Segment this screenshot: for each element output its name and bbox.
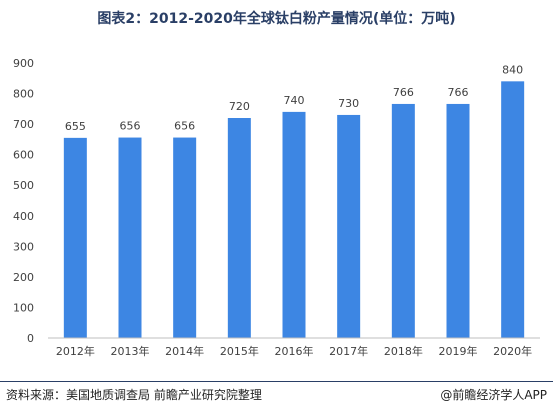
- x-tick-label: 2013年: [111, 344, 150, 358]
- bar-value-label: 766: [448, 86, 469, 99]
- bar-value-label: 730: [338, 97, 359, 110]
- x-tick-label: 2019年: [439, 344, 478, 358]
- bar-value-label: 720: [229, 100, 250, 113]
- y-tick-label: 200: [13, 271, 34, 284]
- bar-value-label: 655: [65, 120, 86, 133]
- bar: [391, 103, 415, 338]
- bar-value-label: 656: [174, 120, 195, 133]
- bar: [446, 103, 470, 338]
- bar-value-label: 740: [284, 94, 305, 107]
- y-tick-label: 800: [13, 88, 34, 101]
- x-tick-label: 2020年: [493, 344, 532, 358]
- y-axis: 0 100 200 300 400 500 600 700 800 900: [13, 57, 34, 345]
- credit-note: @前瞻经济学人APP: [440, 388, 547, 402]
- bar: [63, 137, 87, 338]
- y-tick-label: 0: [27, 332, 34, 345]
- bar: [337, 114, 361, 338]
- footer-divider: [0, 381, 553, 382]
- bar: [227, 118, 251, 338]
- x-tick-label: 2016年: [275, 344, 314, 358]
- x-axis: 2012年 2013年 2014年 2015年 2016年 2017年 2018年 2019年…: [56, 344, 532, 358]
- bar: [501, 81, 525, 338]
- x-tick-label: 2014年: [165, 344, 204, 358]
- x-tick-label: 2018年: [384, 344, 423, 358]
- bar: [282, 111, 306, 338]
- chart-title: 图表2：2012-2020年全球钛白粉产量情况(单位：万吨): [97, 11, 456, 27]
- y-tick-label: 100: [13, 301, 34, 314]
- x-tick-label: 2015年: [220, 344, 259, 358]
- x-tick-label: 2017年: [329, 344, 368, 358]
- y-tick-label: 600: [13, 149, 34, 162]
- data-labels: 655 656 656 720 740 730 766 766 840: [65, 63, 523, 133]
- bar: [118, 137, 142, 338]
- y-tick-label: 900: [13, 57, 34, 70]
- y-tick-label: 500: [13, 179, 34, 192]
- x-tick-label: 2012年: [56, 344, 95, 358]
- bar-value-label: 766: [393, 86, 414, 99]
- y-tick-label: 300: [13, 240, 34, 253]
- bar-series: [63, 81, 525, 338]
- source-note: 资料来源：美国地质调查局 前瞻产业研究院整理: [6, 388, 262, 402]
- y-tick-label: 700: [13, 118, 34, 131]
- y-tick-label: 400: [13, 210, 34, 223]
- bar-value-label: 840: [502, 63, 523, 76]
- bar: [173, 137, 197, 338]
- bar-chart: 0 100 200 300 400 500 600 700 800 900 655 656 656 72…: [13, 57, 540, 358]
- bar-value-label: 656: [120, 120, 141, 133]
